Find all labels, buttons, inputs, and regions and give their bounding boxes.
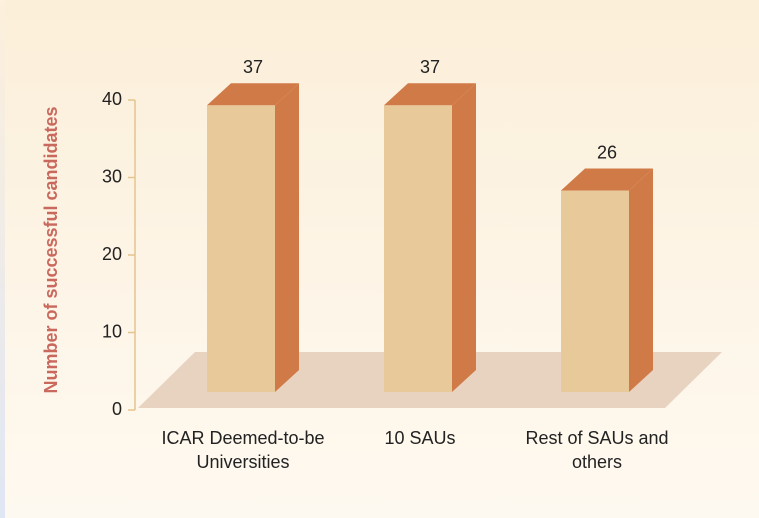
- y-axis-label: Number of successful candidates: [41, 106, 61, 393]
- bar: [384, 83, 476, 392]
- y-tick-label: 0: [112, 399, 122, 419]
- y-tick-label: 30: [102, 166, 122, 186]
- bar-side: [629, 168, 653, 392]
- x-tick-label: Rest of SAUs and others: [525, 428, 669, 472]
- value-label: 37: [243, 57, 263, 77]
- bar-side: [452, 83, 476, 392]
- value-label: 26: [597, 142, 617, 162]
- y-tick-label: 40: [102, 89, 122, 109]
- y-tick-label: 20: [102, 244, 122, 264]
- y-tick-label: 10: [102, 321, 122, 341]
- bar-top: [561, 168, 653, 191]
- bar: [561, 168, 653, 392]
- bar-top: [384, 83, 476, 106]
- value-label: 37: [420, 57, 440, 77]
- edge-strip: [0, 0, 5, 518]
- bar: [207, 83, 299, 392]
- x-tick-label: 10 SAUs: [384, 428, 456, 448]
- bar-front: [384, 105, 452, 392]
- x-tick-label: ICAR Deemed-to-be Universities: [161, 428, 325, 472]
- bar-front: [207, 105, 275, 392]
- bar-front: [561, 190, 629, 392]
- bar-side: [275, 83, 299, 392]
- bar-top: [207, 83, 299, 106]
